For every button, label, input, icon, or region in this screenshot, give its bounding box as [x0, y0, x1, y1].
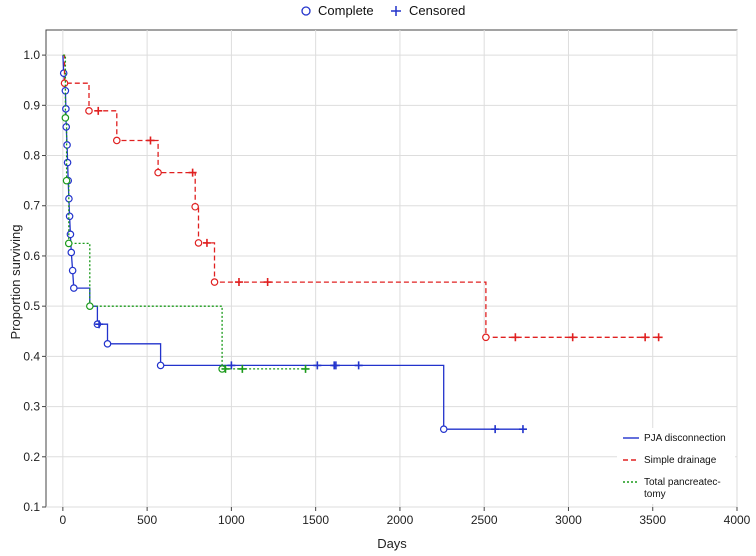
pja-disconnection-censored-point	[518, 425, 527, 434]
simple-drainage-censored-point	[654, 333, 663, 342]
pja-disconnection-complete-point	[103, 340, 112, 348]
simple-drainage-censored-point	[568, 333, 577, 342]
pja-disconnection-censored-point	[354, 361, 363, 370]
pja-disconnection-complete-point	[70, 284, 78, 292]
x-tick-label: 3500	[639, 513, 666, 527]
series-legend-label: PJA disconnection	[644, 433, 726, 444]
pja-disconnection-censored-point	[491, 425, 500, 434]
axes: 0 500 1000 1500 2000 2500 3000 3500 4000 0.1 0.2 0.…	[23, 48, 750, 527]
simple-drainage-censored-point	[234, 278, 243, 287]
x-axis-title: Days	[377, 536, 407, 551]
y-tick-label: 0.3	[23, 400, 40, 414]
pja-disconnection-censored-point	[227, 361, 236, 370]
total-pancreatectomy-complete-point	[61, 114, 70, 122]
y-tick-label: 0.2	[23, 450, 40, 464]
total-pancreatectomy-censored-point	[301, 364, 310, 373]
y-tick-label: 0.4	[23, 349, 40, 363]
x-tick-label: 0	[60, 513, 67, 527]
simple-drainage-censored-point	[511, 333, 520, 342]
y-tick-label: 0.5	[23, 299, 40, 313]
simple-drainage-complete-point	[60, 79, 69, 88]
y-tick-label: 0.6	[23, 249, 40, 263]
simple-drainage-complete-point	[154, 168, 162, 177]
censored-legend-label: Censored	[409, 3, 465, 18]
x-tick-label: 500	[137, 513, 157, 527]
total-pancreatectomy-complete-point	[64, 239, 73, 248]
simple-drainage-complete-point	[85, 107, 93, 115]
pja-disconnection-censored-point	[95, 320, 104, 329]
series-legend-label: Total pancreatec-	[644, 477, 721, 488]
x-tick-label: 4000	[724, 513, 751, 527]
simple-drainage-complete-point	[112, 136, 121, 145]
pja-disconnection-complete-point	[59, 69, 68, 77]
pja-disconnection-censored-point	[313, 361, 322, 370]
pja-disconnection-complete-point	[156, 361, 165, 370]
y-axis-title: Proportion surviving	[8, 225, 23, 340]
total-pancreatectomy-complete-point	[62, 176, 71, 185]
simple-drainage-censored-point	[202, 238, 211, 247]
simple-drainage-curve	[62, 54, 659, 338]
x-tick-label: 1000	[218, 513, 245, 527]
total-pancreatectomy-censored-point	[221, 364, 230, 373]
simple-drainage-censored-point	[263, 278, 272, 287]
pja-disconnection-curve	[62, 55, 523, 430]
x-tick-label: 2000	[387, 513, 414, 527]
simple-drainage-complete-point	[194, 239, 203, 247]
pja-disconnection-complete-point	[68, 266, 77, 275]
simple-drainage-complete-point	[191, 202, 199, 211]
simple-drainage-censored-point	[188, 168, 197, 177]
complete-legend-label: Complete	[318, 3, 374, 18]
x-tick-label: 1500	[302, 513, 329, 527]
pja-disconnection-complete-point	[63, 158, 72, 167]
total-pancreatectomy-complete-point	[86, 302, 94, 310]
series-legend-box	[617, 428, 735, 504]
series-legend: PJA disconnection Simple drainage Total pa…	[617, 428, 735, 504]
marker-legend: Complete Censored	[301, 3, 465, 18]
pja-disconnection-complete-point	[67, 248, 76, 257]
pja-disconnection-complete-point	[439, 425, 448, 433]
y-tick-label: 0.9	[23, 98, 40, 112]
simple-drainage-censored-point	[641, 333, 650, 342]
series-legend-label: Simple drainage	[644, 455, 717, 466]
series-legend-label: tomy	[644, 489, 666, 500]
simple-drainage-censored-point	[146, 136, 155, 145]
y-tick-label: 0.1	[23, 500, 40, 514]
pja-disconnection-censored-point	[331, 361, 340, 370]
x-tick-label: 2500	[471, 513, 498, 527]
y-tick-label: 1.0	[23, 48, 40, 62]
simple-drainage-censored-point	[94, 106, 103, 115]
pja-disconnection-complete-point	[66, 230, 75, 239]
series	[59, 54, 663, 434]
y-tick-label: 0.7	[23, 199, 40, 213]
censored-marker-icon	[391, 6, 401, 16]
pja-disconnection-complete-point	[65, 212, 74, 221]
complete-marker-icon	[301, 6, 311, 16]
total-pancreatectomy-censored-point	[238, 364, 247, 373]
y-tick-label: 0.8	[23, 149, 40, 163]
total-pancreatectomy-curve	[62, 54, 306, 370]
simple-drainage-complete-point	[210, 278, 219, 286]
simple-drainage-complete-point	[482, 333, 490, 342]
x-tick-label: 3000	[555, 513, 582, 527]
